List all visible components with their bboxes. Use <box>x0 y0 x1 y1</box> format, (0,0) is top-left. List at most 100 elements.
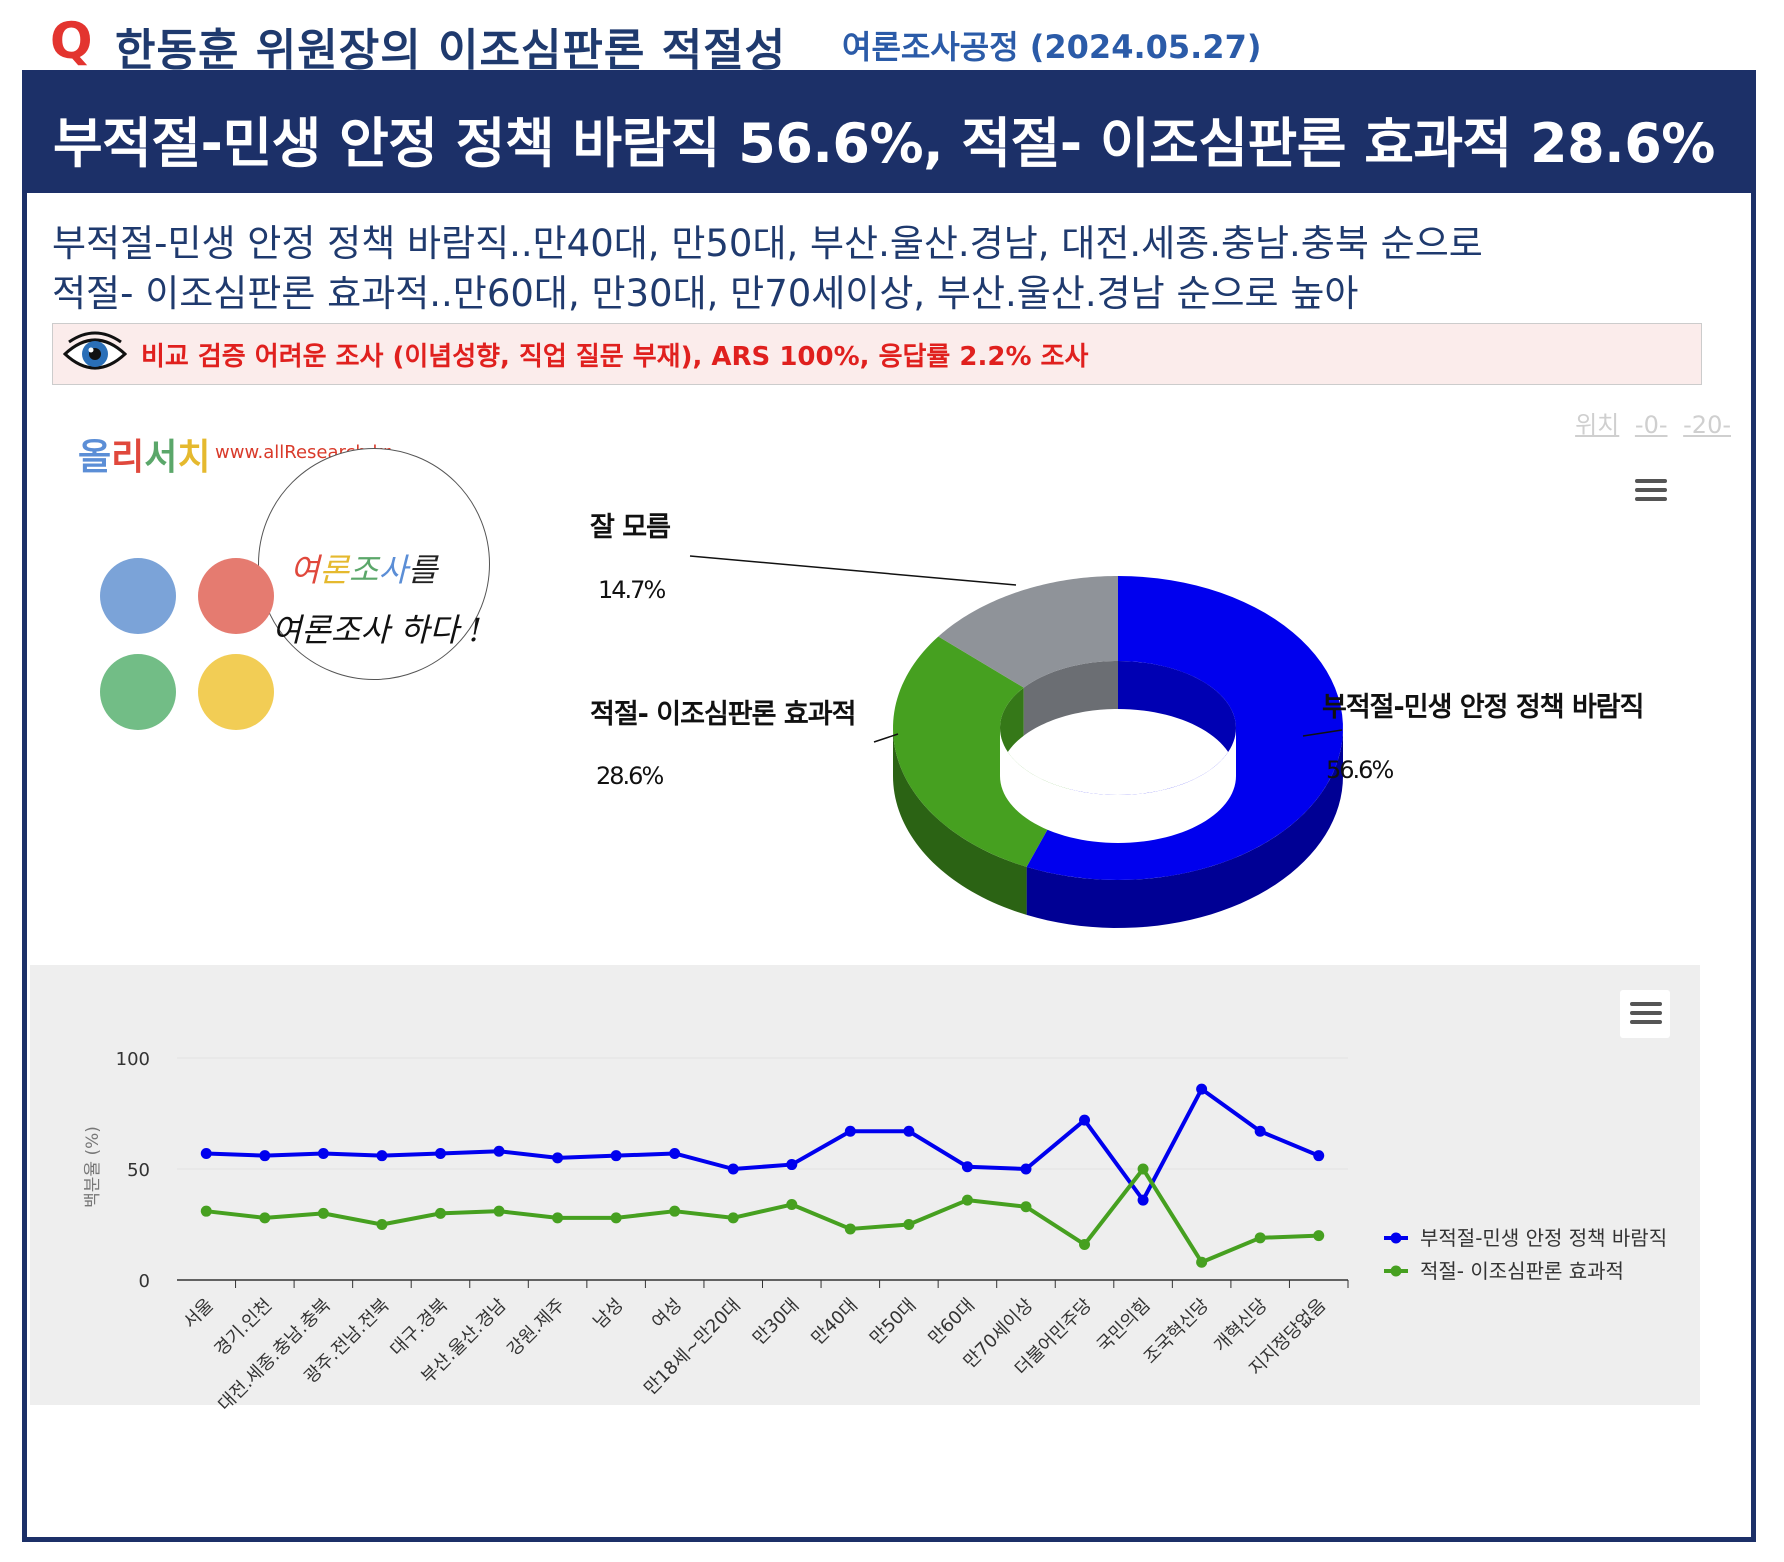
logo-title-char: 리 <box>111 437 145 478</box>
series-point <box>1313 1150 1325 1162</box>
series-point <box>259 1150 271 1162</box>
series-point <box>552 1212 564 1224</box>
series-point <box>1079 1114 1091 1126</box>
position-links: 위치 -0- -20- <box>1575 405 1731 440</box>
line-chart-menu-button[interactable] <box>1620 990 1670 1038</box>
series-point <box>610 1150 622 1162</box>
x-tick-label: 만40대 <box>807 1295 861 1349</box>
series-line-1 <box>206 1167 1319 1265</box>
series-point <box>259 1212 271 1224</box>
series-point <box>376 1219 388 1230</box>
headline-text: 부적절-민생 안정 정책 바람직 56.6%, 적절- 이조심판론 효과적 28… <box>53 112 1715 175</box>
x-tick-label: 대전.세종.충남.충북 <box>214 1295 335 1416</box>
summary-line-2: 적절- 이조심판론 효과적..만60대, 만30대, 만70세이상, 부산.울산… <box>52 272 1359 315</box>
series-line-0 <box>206 1087 1320 1203</box>
pie-label-appropriate: 적절- 이조심판론 효과적 <box>590 699 856 730</box>
series-point <box>786 1199 798 1211</box>
x-tick-label: 만50대 <box>866 1295 920 1349</box>
series-point <box>317 1147 329 1159</box>
logo-handwriting-char: 론 <box>319 551 349 589</box>
series-point <box>1313 1230 1325 1242</box>
position-link-20[interactable]: -20- <box>1683 411 1731 439</box>
series-point <box>844 1223 856 1235</box>
series-point <box>786 1159 798 1171</box>
logo-dot-blue <box>100 558 176 634</box>
logo-handwriting-char: 여 <box>290 551 320 589</box>
y-tick-label: 100 <box>116 1049 150 1070</box>
series-point <box>200 1147 212 1159</box>
logo-title-char: 서 <box>144 437 178 478</box>
series-point <box>434 1207 446 1219</box>
legend-item: 부적절-민생 안정 정책 바람직 <box>1420 1226 1667 1250</box>
legend-swatch-point <box>1390 1232 1402 1244</box>
position-link-0[interactable]: -0- <box>1634 411 1668 439</box>
series-point <box>200 1205 212 1217</box>
logo-handwriting-line-1: 여론조사를 <box>290 545 437 591</box>
survey-source: 여론조사공정 (2024.05.27) <box>842 28 1262 66</box>
line-chart-panel <box>30 965 1700 1405</box>
series-point <box>1196 1083 1208 1095</box>
series-point <box>493 1205 505 1217</box>
series-point <box>961 1194 973 1206</box>
logo-dot-green <box>100 654 176 730</box>
position-label: 위치 <box>1575 411 1620 439</box>
pie-value-dontknow: 14.7% <box>598 576 666 604</box>
logo-dot-yellow <box>198 654 274 730</box>
logo-handwriting-char: 사 <box>378 551 408 589</box>
legend-item: 적절- 이조심판론 효과적 <box>1420 1259 1624 1283</box>
series-point <box>1020 1201 1032 1213</box>
legend-swatch-point <box>1390 1265 1402 1277</box>
pie-label-dontknow: 잘 모름 <box>590 512 671 543</box>
logo-circle <box>258 448 490 680</box>
x-tick-label: 남성 <box>589 1295 627 1333</box>
series-point <box>727 1163 739 1175</box>
logo-handwriting-line-2: 여론조사 하다 ! <box>272 611 482 649</box>
series-point <box>669 1147 681 1159</box>
series-point <box>1020 1163 1032 1175</box>
notice-text: 비교 검증 어려운 조사 (이념성향, 직업 질문 부재), ARS 100%,… <box>141 342 1089 372</box>
series-point <box>1254 1125 1266 1137</box>
series-point <box>669 1205 681 1217</box>
pie-chart-menu-icon[interactable] <box>1635 479 1667 505</box>
series-point <box>317 1207 329 1219</box>
summary-line-1: 부적절-민생 안정 정책 바람직..만40대, 만50대, 부산.울산.경남, … <box>52 222 1483 265</box>
line-chart-menu-icon[interactable] <box>1630 1002 1662 1028</box>
question-mark-letter: Q <box>50 12 93 70</box>
x-tick-label: 만30대 <box>749 1295 803 1349</box>
logo-title-char: 올 <box>78 437 112 478</box>
x-tick-label: 강원.제주 <box>503 1295 569 1361</box>
series-point <box>376 1150 388 1162</box>
logo-title-char: 치 <box>177 437 211 478</box>
y-axis-label: 백분율 (%) <box>83 1126 103 1208</box>
series-point <box>434 1147 446 1159</box>
pie-value-appropriate: 28.6% <box>596 762 664 790</box>
x-tick-label: 만60대 <box>924 1295 978 1349</box>
series-point <box>1137 1163 1149 1175</box>
logo-dot-red <box>198 558 274 634</box>
series-point <box>727 1212 739 1224</box>
series-point <box>844 1125 856 1137</box>
series-point <box>903 1125 915 1137</box>
survey-notice: 비교 검증 어려운 조사 (이념성향, 직업 질문 부재), ARS 100%,… <box>52 323 1702 385</box>
series-point <box>552 1152 564 1164</box>
series-point <box>610 1212 622 1224</box>
x-tick-label: 여성 <box>648 1295 686 1333</box>
eye-icon <box>63 331 127 370</box>
series-point <box>1137 1194 1149 1206</box>
y-tick-label: 50 <box>127 1160 150 1181</box>
headline-banner: 부적절-민생 안정 정책 바람직 56.6%, 적절- 이조심판론 효과적 28… <box>27 75 1751 193</box>
pie-value-inappropriate: 56.6% <box>1326 756 1394 784</box>
series-point <box>1079 1238 1091 1250</box>
x-tick-label: 서울 <box>180 1295 218 1333</box>
page-title: 한동훈 위원장의 이조심판론 적절성 <box>115 25 787 76</box>
logo-title: 올리서치 <box>78 428 211 480</box>
series-point <box>961 1161 973 1173</box>
series-point <box>1196 1256 1208 1268</box>
pie-label-inappropriate: 부적절-민생 안정 정책 바람직 <box>1322 692 1644 723</box>
series-point <box>493 1145 505 1157</box>
y-tick-label: 0 <box>139 1271 150 1292</box>
logo-handwriting-char: 조 <box>348 551 379 589</box>
series-point <box>1254 1232 1266 1244</box>
logo-handwriting-char: 를 <box>407 551 438 589</box>
